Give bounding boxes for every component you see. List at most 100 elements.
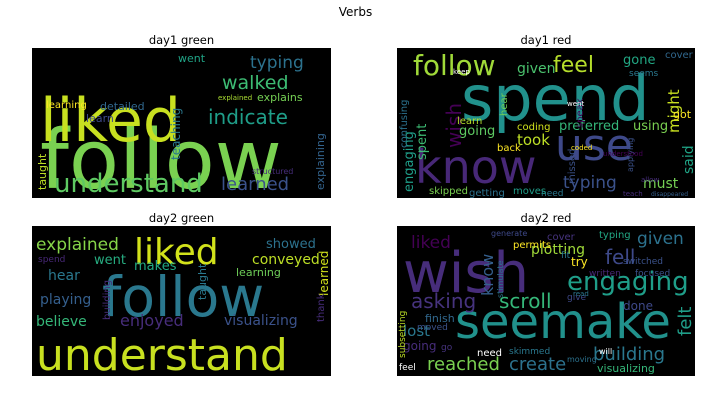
word-taught: taught (36, 153, 49, 190)
word-confusing: confusing (399, 100, 410, 149)
word-stimulate: stimulate (496, 260, 505, 298)
word-given: given (517, 61, 556, 77)
word-learning: learning (236, 266, 281, 279)
word-thank: thank (316, 293, 327, 322)
word-applying: applying (626, 138, 635, 172)
word-walked: walked (222, 72, 289, 94)
word-showed: showed (266, 237, 316, 252)
word-subsetting: subsetting (398, 311, 408, 358)
word-follow: follow (413, 49, 496, 82)
word-going: going (403, 339, 437, 353)
word-engaging: engaging (402, 131, 417, 192)
wordcloud-day1-red: spend know use follow feel wish spent engaging c… (397, 48, 695, 198)
word-going: going (459, 124, 495, 139)
word-read: read (573, 290, 589, 298)
word-reached: reached (427, 354, 500, 375)
word-hear: hear (499, 92, 510, 116)
word-cover: cover (547, 232, 576, 243)
panel-title-day1-green: day1 green (148, 33, 215, 47)
word-done: done (623, 299, 653, 313)
word-plotting: plotting (531, 242, 585, 258)
word-fit: fit (561, 251, 571, 261)
word-playing: playing (40, 292, 91, 308)
word-understand: understand (54, 169, 203, 198)
word-gone: gone (623, 53, 655, 68)
word-liked: liked (411, 233, 451, 253)
word-typing: typing (250, 53, 304, 73)
word-teach: teach (623, 190, 643, 198)
word-skipped: skipped (429, 186, 468, 197)
word-understood: understood (603, 150, 643, 158)
word-asking: asking (411, 289, 476, 313)
word-typing: typing (563, 173, 617, 193)
word-liked: liked (134, 232, 219, 273)
word-explained: explained (218, 94, 252, 102)
word-must: must (643, 176, 679, 192)
word-took: took (517, 131, 550, 149)
word-felt: felt (675, 307, 695, 336)
word-allow: allow (641, 176, 659, 184)
word-explains: explains (257, 91, 303, 104)
word-building: building (102, 280, 113, 320)
word-permits: permits (513, 240, 551, 251)
wordcloud-day2-green: follow understand liked explained conveyed sh… (32, 226, 331, 376)
word-generate: generate (491, 229, 527, 238)
word-focused: focused (635, 269, 670, 279)
word-went: went (567, 100, 584, 108)
word-enjoyed: enjoyed (120, 311, 184, 330)
word-visualizing: visualizing (224, 313, 298, 329)
word-learned: learned (221, 174, 289, 195)
word-fell: fell (605, 245, 635, 269)
word-follow: follow (40, 113, 282, 198)
word-spend: spend (38, 255, 65, 265)
word-coding: coding (517, 122, 550, 133)
word-coded: coded (571, 144, 592, 152)
word-might: might (665, 89, 683, 133)
word-seemake: seemake (455, 294, 671, 350)
word-written: written (589, 269, 621, 279)
word-using: using (633, 119, 668, 134)
word-spend: spend (461, 62, 649, 135)
word-speak: speak (575, 98, 586, 128)
word-typing: typing (599, 230, 631, 241)
word-learn: learn (86, 112, 114, 125)
word-give: give (567, 293, 587, 303)
word-got: got (673, 108, 692, 121)
word-learn: learn (457, 116, 482, 127)
word-finish: finish (425, 312, 455, 325)
word-believe: believe (36, 314, 87, 330)
word-building: building (593, 344, 665, 365)
word-lost: lost (403, 322, 430, 340)
word-follow: follow (102, 265, 264, 329)
word-engaging: engaging (567, 267, 689, 297)
word-explaining: explaining (314, 133, 327, 190)
word-makes: makes (134, 259, 177, 274)
word-seems: seems (629, 69, 659, 79)
word-preferred: preferred (559, 119, 619, 134)
word-know: know (415, 140, 537, 194)
word-structured: structured (252, 167, 293, 176)
panel-title-day2-green: day2 green (148, 211, 215, 225)
word-learning: learning (46, 100, 87, 111)
word-scroll: scroll (499, 289, 552, 313)
word-given: given (637, 229, 684, 249)
word-feel: feel (399, 363, 416, 373)
word-liked: liked (40, 86, 181, 156)
word-getting: getting (469, 188, 505, 198)
word-go: go (441, 343, 453, 353)
word-went: went (178, 52, 206, 65)
word-skimmed: skimmed (509, 347, 550, 357)
word-conveyed: conveyed (252, 252, 320, 268)
word-spent: spent (415, 124, 430, 160)
word-need: need (477, 348, 502, 359)
word-switched: switched (623, 257, 663, 267)
word-visualizing: visualizing (597, 362, 655, 375)
word-detailed: detailed (100, 100, 145, 113)
word-disappeared: disappeared (651, 191, 688, 198)
word-need: need (541, 189, 564, 198)
word-try: try (571, 255, 588, 269)
